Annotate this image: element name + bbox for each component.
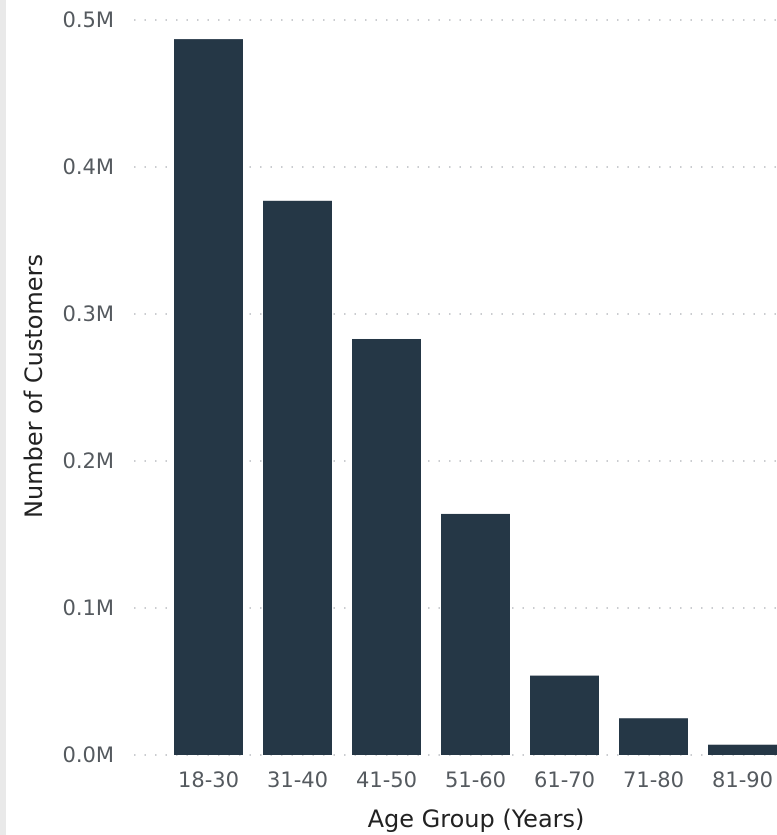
x-tick-label-61-70: 61-70 [534,768,595,792]
bar-81-90 [708,744,777,755]
y-axis-ticks: 0.0M 0.1M 0.2M 0.3M 0.4M 0.5M [62,8,114,767]
y-tick-label-3: 0.3M [62,302,114,326]
y-tick-label-0: 0.0M [62,743,114,767]
y-tick-label-4: 0.4M [62,155,114,179]
y-tick-label-5: 0.5M [62,8,114,32]
y-tick-label-2: 0.2M [62,449,114,473]
y-axis-title: Number of Customers [20,254,48,518]
bar-61-70 [530,675,599,755]
bar-51-60 [441,513,510,755]
bar-31-40 [263,200,332,755]
x-tick-label-18-30: 18-30 [178,768,239,792]
bar-18-30 [174,39,243,756]
x-tick-label-41-50: 41-50 [356,768,417,792]
left-edge-strip [0,0,6,835]
x-tick-label-81-90: 81-90 [712,768,773,792]
x-tick-label-31-40: 31-40 [267,768,328,792]
bar-41-50 [352,338,421,755]
x-tick-label-51-60: 51-60 [445,768,506,792]
x-tick-label-71-80: 71-80 [623,768,684,792]
bars [174,39,777,756]
y-tick-label-1: 0.1M [62,596,114,620]
bar-71-80 [619,718,688,755]
x-axis-ticks: 18-30 31-40 41-50 51-60 61-70 71-80 81-90 [178,768,773,792]
x-axis-title: Age Group (Years) [368,805,585,833]
